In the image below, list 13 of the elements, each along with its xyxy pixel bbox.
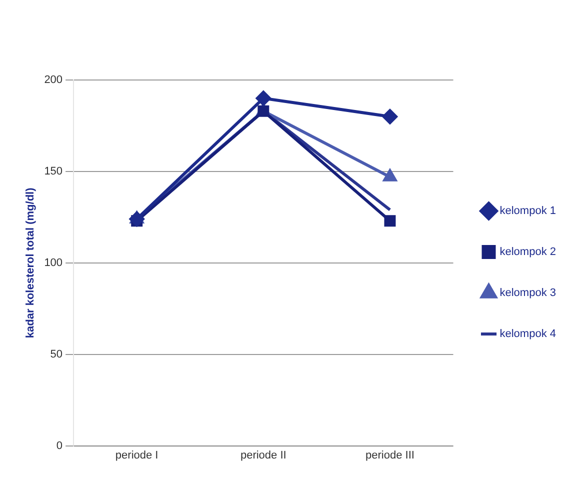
y-tick-label: 150: [44, 165, 63, 178]
y-tick-label: 100: [44, 256, 63, 269]
y-axis-title: kadar kolesterol total (mg/dl): [24, 187, 37, 338]
x-tick-label: periode III: [366, 449, 414, 462]
x-tick-label: periode II: [240, 449, 286, 462]
legend-label: kelompok 4: [500, 328, 556, 340]
y-tick-label: 50: [50, 348, 63, 360]
y-tick-label: 0: [56, 440, 63, 452]
y-tick-label: 200: [44, 74, 63, 86]
x-tick-label: periode I: [115, 449, 158, 462]
legend-label: kelompok 3: [500, 287, 556, 300]
legend-label: kelompok 2: [500, 246, 556, 258]
legend-label: kelompok 1: [500, 205, 556, 218]
